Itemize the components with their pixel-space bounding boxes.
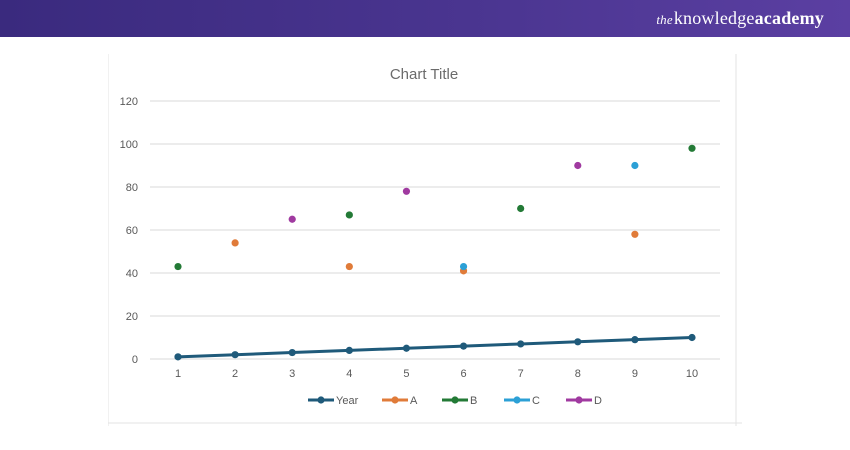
- y-tick-label: 20: [126, 311, 138, 323]
- legend-swatch-marker: [317, 396, 325, 404]
- data-point-d: [402, 187, 411, 195]
- legend-swatch-marker: [391, 396, 399, 404]
- x-tick-label: 5: [403, 368, 409, 380]
- data-point-d: [574, 161, 582, 170]
- x-tick-label: 9: [632, 368, 638, 380]
- x-tick-label: 1: [175, 368, 181, 380]
- data-point-c: [459, 262, 468, 271]
- data-point-year: [631, 336, 639, 344]
- legend-label: C: [532, 395, 540, 407]
- data-point-b: [688, 144, 696, 152]
- legend-item-d: D: [566, 395, 602, 407]
- data-point-year: [174, 353, 182, 361]
- legend-label: D: [594, 395, 602, 407]
- x-tick-label: 8: [575, 368, 581, 380]
- x-tick-label: 3: [289, 368, 295, 380]
- data-point-year: [345, 346, 353, 354]
- data-point-c: [631, 161, 639, 170]
- data-point-a: [631, 230, 639, 238]
- data-point-b: [174, 262, 182, 271]
- x-tick-label: 7: [518, 368, 524, 380]
- legend-item-c: C: [504, 395, 540, 407]
- legend-item-year: Year: [308, 395, 359, 407]
- y-tick-label: 60: [126, 225, 138, 237]
- data-point-b: [517, 204, 525, 213]
- x-tick-label: 6: [460, 368, 466, 380]
- data-point-year: [288, 348, 296, 357]
- x-tick-label: 4: [346, 368, 352, 380]
- series-d: [288, 161, 582, 223]
- chart-title: Chart Title: [390, 66, 458, 83]
- x-tick-label: 10: [686, 368, 698, 380]
- data-point-a: [345, 262, 353, 271]
- data-point-b: [345, 211, 353, 219]
- legend-item-a: A: [382, 395, 418, 407]
- data-point-year: [459, 342, 468, 350]
- y-tick-label: 40: [126, 268, 138, 280]
- y-tick-label: 120: [120, 96, 138, 108]
- data-point-year: [688, 333, 696, 342]
- chart-svg: Chart Title 0 20 40 60 80 100 120 1 2 3 4 5 6 7 8 9 10 Y…: [107, 54, 742, 426]
- series-c: [459, 161, 639, 271]
- y-tick-label: 100: [120, 139, 138, 151]
- legend-label: Year: [336, 395, 359, 407]
- chart-area: Chart Title 0 20 40 60 80 100 120 1 2 3 4 5 6 7 8 9 10 Y…: [107, 54, 742, 426]
- series-line-year: [177, 336, 693, 359]
- data-point-year: [574, 338, 582, 346]
- y-tick-label: 0: [132, 354, 138, 366]
- header-banner: theknowledgeacademy: [0, 0, 850, 37]
- y-tick-label: 80: [126, 182, 138, 194]
- legend-swatch-marker: [513, 396, 521, 404]
- brand-bold: academy: [754, 8, 824, 28]
- legend-swatch-marker: [575, 396, 583, 404]
- legend-label: A: [410, 395, 418, 407]
- legend-item-b: B: [442, 395, 477, 407]
- legend-label: B: [470, 395, 477, 407]
- series-b: [174, 144, 696, 271]
- brand-logo: theknowledgeacademy: [656, 8, 824, 29]
- data-point-year: [517, 340, 525, 348]
- data-point-year: [231, 351, 239, 359]
- series-a: [231, 230, 639, 275]
- data-point-d: [288, 215, 296, 223]
- x-tick-label: 2: [232, 368, 238, 380]
- series-year: [174, 333, 696, 361]
- data-point-year: [402, 344, 411, 352]
- legend-swatch-marker: [451, 396, 459, 404]
- brand-main: knowledge: [673, 8, 755, 28]
- brand-prefix: the: [656, 12, 673, 27]
- data-point-a: [231, 239, 239, 247]
